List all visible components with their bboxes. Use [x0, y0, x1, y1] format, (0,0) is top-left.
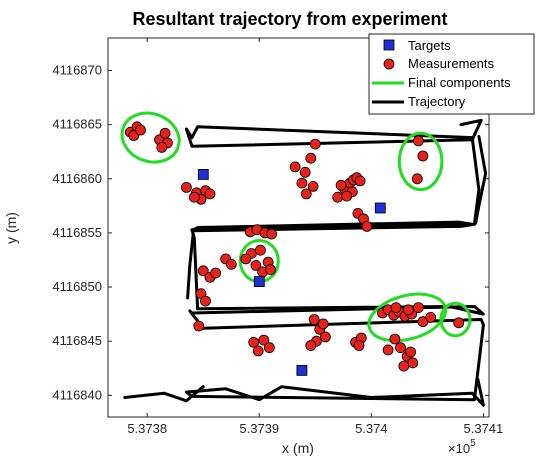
- measurement-point: [296, 177, 308, 189]
- measurement-point: [395, 342, 406, 354]
- target-marker: [296, 364, 308, 376]
- measurement-point: [307, 180, 319, 192]
- x-tick-label: 5.3738: [127, 421, 167, 436]
- target-marker: [253, 276, 265, 288]
- targets-layer: [197, 168, 386, 376]
- y-tick-label: 4116840: [52, 387, 102, 402]
- component-ellipse-4: [439, 301, 472, 338]
- measurement-point: [258, 334, 270, 346]
- measurement-point: [402, 304, 414, 316]
- measurement-point: [300, 188, 312, 200]
- legend-label-measurements: Measurements: [408, 56, 494, 71]
- measurement-point: [135, 124, 146, 136]
- y-axis-label: y (m): [3, 212, 19, 244]
- measurement-point: [417, 150, 429, 162]
- legend-label-targets: Targets: [408, 38, 451, 53]
- measurement-point: [405, 346, 417, 358]
- measurement-point: [197, 265, 209, 277]
- trajectory-path-3: [184, 323, 485, 407]
- measurement-point: [240, 253, 252, 265]
- measurement-point: [319, 331, 331, 343]
- x-tick-label: 5.374: [355, 421, 388, 436]
- x-axis-exponent-power: 5: [470, 438, 476, 449]
- x-axis-label: x (m): [282, 440, 314, 456]
- measurement-point: [225, 258, 237, 270]
- legend-measurement-marker: [383, 58, 395, 70]
- measurement-point: [382, 344, 394, 356]
- measurement-point: [425, 311, 437, 323]
- measurement-point: [263, 342, 275, 354]
- x-axis-exponent-base: ×10: [448, 441, 470, 456]
- target-marker: [197, 168, 209, 180]
- y-tick-label: 4116865: [52, 117, 102, 132]
- measurement-point: [248, 336, 260, 348]
- measurement-point: [309, 138, 321, 150]
- component-ellipse-1: [397, 131, 444, 192]
- measurement-point: [398, 360, 410, 372]
- trajectory-path-6: [474, 135, 488, 225]
- measurement-point: [308, 314, 320, 325]
- component-ellipse-0: [120, 111, 181, 164]
- measurement-point: [180, 181, 192, 193]
- measurement-point: [299, 166, 311, 178]
- x-tick-label: 5.3739: [239, 421, 279, 436]
- measurement-point: [252, 345, 264, 357]
- measurement-point: [354, 175, 366, 187]
- legend-target-marker: [383, 39, 395, 51]
- measurement-point: [332, 191, 344, 203]
- y-tick-label: 4116870: [52, 62, 102, 77]
- measurements-layer: [124, 121, 465, 372]
- x-axis-ticks: 5.3738 5.3739 5.374 5.3741: [127, 38, 503, 436]
- trajectory-path-4: [186, 232, 195, 300]
- y-tick-label: 4116850: [52, 279, 102, 294]
- measurement-point: [266, 228, 278, 240]
- measurement-point: [210, 267, 222, 279]
- measurement-point: [412, 302, 424, 314]
- y-tick-label: 4116855: [52, 225, 102, 240]
- y-tick-label: 4116845: [52, 333, 102, 348]
- measurement-point: [200, 295, 211, 307]
- measurement-point: [353, 340, 365, 351]
- measurement-point: [305, 340, 317, 351]
- plot-frame: [107, 37, 490, 418]
- legend: Targets Measurements Final components Tr…: [368, 33, 535, 115]
- legend-label-trajectory: Trajectory: [408, 94, 466, 109]
- x-tick-label: 5.3741: [464, 421, 504, 436]
- trajectory-layer: [123, 118, 488, 407]
- measurement-point: [289, 161, 301, 173]
- measurement-point: [250, 259, 262, 271]
- measurement-point: [390, 302, 402, 314]
- measurement-point: [453, 317, 465, 329]
- measurement-point: [265, 264, 276, 276]
- measurement-point: [335, 179, 347, 191]
- measurement-point: [341, 190, 353, 202]
- trajectory-path-5: [123, 385, 205, 403]
- measurement-point: [305, 152, 317, 164]
- measurement-point: [188, 191, 200, 203]
- y-tick-label: 4116860: [52, 171, 102, 186]
- measurement-point: [361, 220, 373, 232]
- x-axis-exponent: ×105: [448, 438, 476, 456]
- trajectory-path-2: [188, 305, 485, 330]
- measurement-point: [411, 173, 423, 185]
- measurement-point: [159, 127, 171, 139]
- measurement-point: [193, 320, 205, 332]
- measurement-point: [412, 135, 424, 147]
- legend-label-components: Final components: [408, 75, 511, 90]
- measurement-point: [389, 333, 401, 345]
- trajectory-path-0: [184, 118, 483, 226]
- y-axis-ticks: 4116840 4116845 4116850 4116855 4116860 41168…: [52, 62, 489, 402]
- measurement-point: [317, 318, 329, 330]
- measurement-point: [407, 357, 419, 369]
- components-layer: [120, 111, 472, 343]
- measurement-point: [156, 141, 168, 153]
- target-marker: [374, 202, 386, 214]
- measurement-point: [254, 244, 266, 256]
- measurement-point: [204, 188, 216, 200]
- chart-title: Resultant trajectory from experiment: [132, 9, 447, 29]
